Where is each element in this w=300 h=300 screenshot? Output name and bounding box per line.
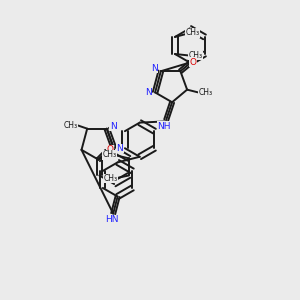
Text: O: O xyxy=(189,58,196,67)
Text: NH: NH xyxy=(157,122,171,131)
Text: N: N xyxy=(151,64,158,73)
Text: CH₃: CH₃ xyxy=(186,28,200,37)
Text: CH₃: CH₃ xyxy=(63,121,77,130)
Text: HN: HN xyxy=(105,215,119,224)
Text: CH₃: CH₃ xyxy=(198,88,212,97)
Text: N: N xyxy=(117,144,123,153)
Text: O: O xyxy=(107,146,114,154)
Text: CH₃: CH₃ xyxy=(103,174,118,183)
Text: N: N xyxy=(110,122,117,131)
Text: CH₃: CH₃ xyxy=(188,51,203,60)
Text: CH₃: CH₃ xyxy=(103,150,117,159)
Text: N: N xyxy=(145,88,152,97)
